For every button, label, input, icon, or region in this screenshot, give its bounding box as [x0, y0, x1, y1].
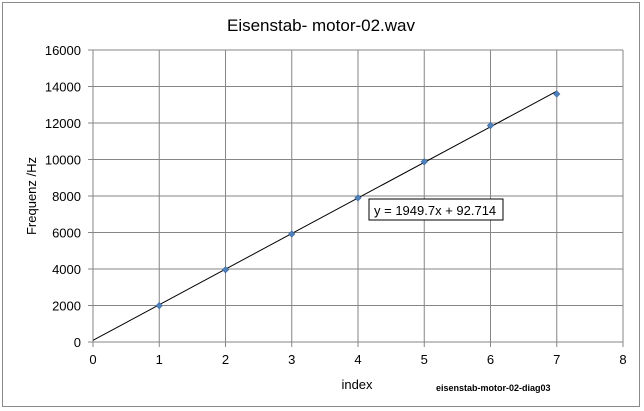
data-point [221, 266, 230, 274]
y-tick-label: 2000 [52, 299, 81, 314]
trendline-line [92, 90, 557, 341]
y-tick-label: 14000 [45, 80, 81, 95]
trendline-equation: y = 1949.7x + 92.714 [374, 203, 496, 218]
x-tick-label: 0 [89, 352, 96, 367]
y-tick-label: 6000 [52, 226, 81, 241]
x-tick-label: 2 [222, 352, 229, 367]
data-point [553, 90, 561, 98]
trendline-equation-box: y = 1949.7x + 92.714 [368, 198, 504, 221]
x-tick-label: 6 [487, 352, 494, 367]
data-point [155, 302, 163, 310]
grid [93, 49, 624, 342]
data-point [486, 121, 495, 130]
x-axis-label: index [341, 377, 373, 392]
y-tick-label: 8000 [52, 189, 81, 204]
data-point [288, 230, 296, 238]
x-tick-label: 1 [156, 352, 163, 367]
data-point [420, 158, 428, 166]
x-tick-label: 7 [553, 352, 560, 367]
data-point [354, 194, 362, 202]
x-tick-label: 4 [354, 352, 361, 367]
trendline [92, 90, 557, 341]
y-axis-label: Frequenz /Hz [24, 157, 39, 235]
y-tick-label: 16000 [45, 43, 81, 58]
x-tick-label: 8 [619, 352, 626, 367]
axes [88, 49, 624, 347]
y-tick-label: 10000 [45, 153, 81, 168]
chart-frame [2, 2, 640, 407]
x-tick-label: 3 [288, 352, 295, 367]
x-tick-label: 5 [421, 352, 428, 367]
y-tick-label: 0 [74, 335, 81, 350]
chart-title: Eisenstab- motor-02.wav [227, 16, 416, 35]
chart-annotation: eisenstab-motor-02-diag03 [436, 383, 551, 393]
tick-labels: 0 1 2 3 4 5 6 7 8 0 2000 4000 6000 8000 10000 12000 1400… [45, 43, 627, 367]
y-tick-label: 12000 [45, 116, 81, 131]
y-tick-label: 4000 [52, 262, 81, 277]
data-points [155, 90, 561, 310]
